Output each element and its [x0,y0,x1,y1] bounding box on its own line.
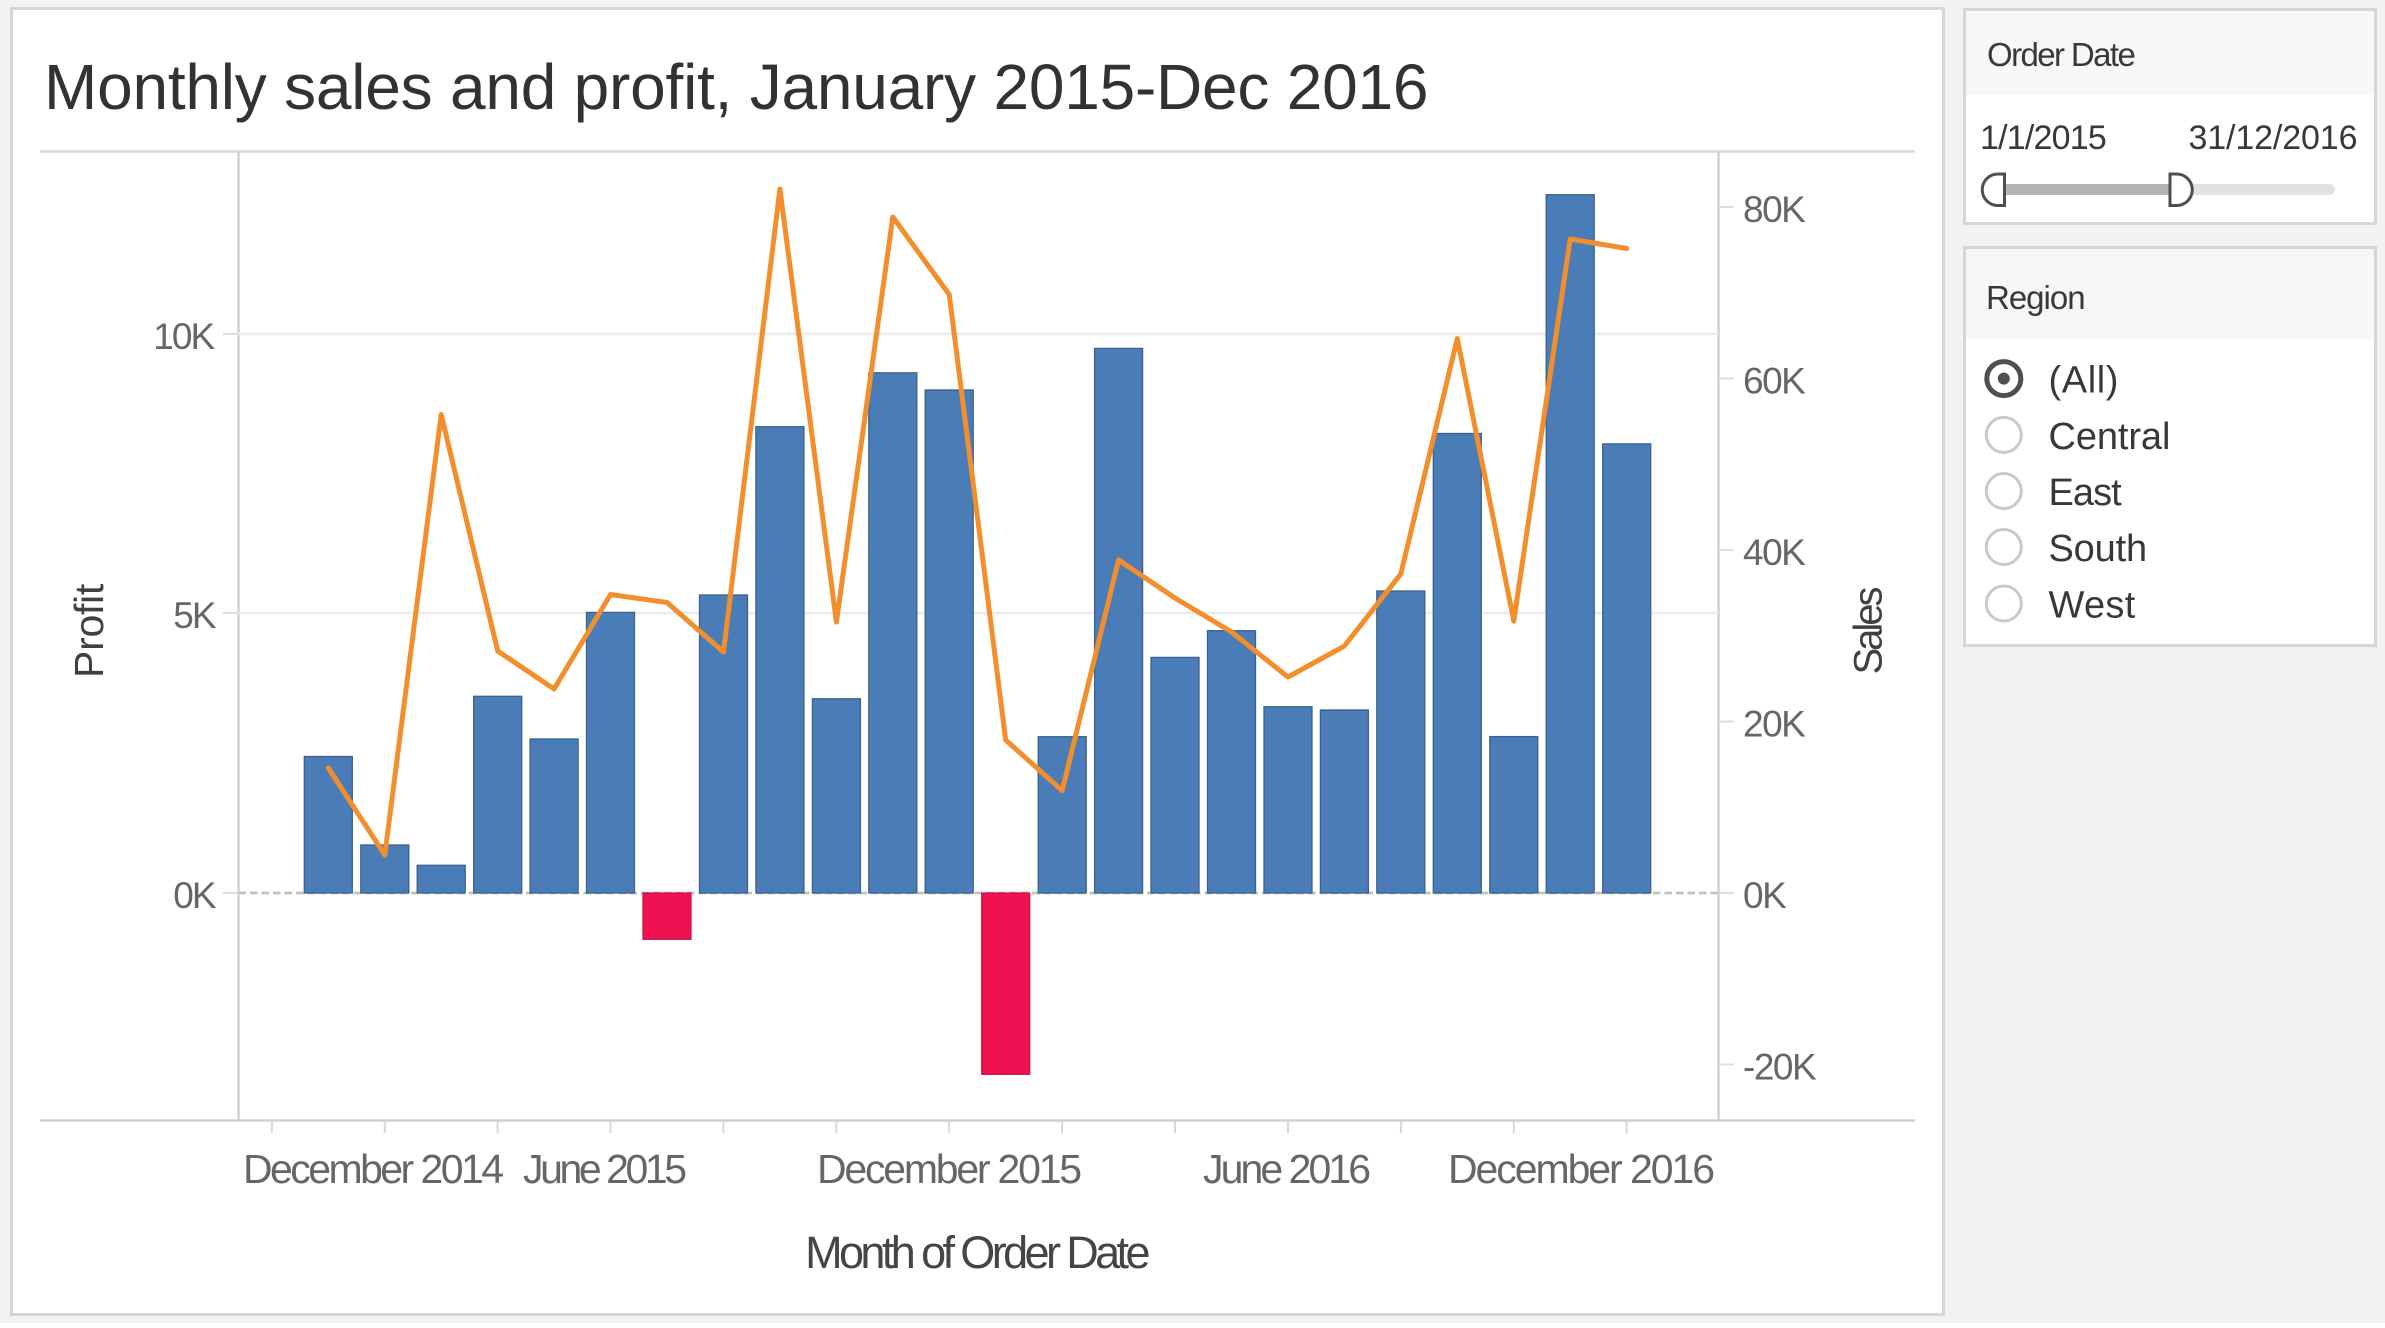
svg-text:0K: 0K [1743,875,1787,916]
svg-text:Region: Region [1986,279,2085,316]
svg-text:Monthly sales and profit, Janu: Monthly sales and profit, January 2015-D… [44,51,1428,123]
svg-text:40K: 40K [1743,532,1806,573]
svg-text:Sales: Sales [1847,587,1891,674]
svg-text:10K: 10K [153,316,215,357]
svg-text:East: East [2049,472,2123,514]
svg-text:West: West [2049,585,2136,627]
svg-text:Month of Order Date: Month of Order Date [805,1227,1149,1278]
svg-text:June 2015: June 2015 [523,1146,686,1192]
svg-text:Central: Central [2049,416,2171,458]
svg-text:Order Date: Order Date [1987,36,2134,73]
svg-text:31/12/2016: 31/12/2016 [2189,119,2358,157]
svg-text:December 2014: December 2014 [243,1146,503,1192]
svg-text:South: South [2049,528,2148,570]
svg-text:60K: 60K [1743,361,1806,402]
svg-text:20K: 20K [1743,704,1806,745]
svg-text:December 2016: December 2016 [1448,1146,1713,1192]
svg-text:June 2016: June 2016 [1203,1146,1369,1192]
svg-text:5K: 5K [173,595,217,636]
svg-text:Profit: Profit [66,583,112,678]
svg-text:1/1/2015: 1/1/2015 [1980,119,2106,157]
svg-text:December 2015: December 2015 [817,1146,1081,1192]
svg-text:0K: 0K [173,875,217,916]
svg-text:-20K: -20K [1743,1047,1817,1088]
svg-text:80K: 80K [1743,189,1806,230]
svg-text:(All): (All) [2049,360,2120,402]
